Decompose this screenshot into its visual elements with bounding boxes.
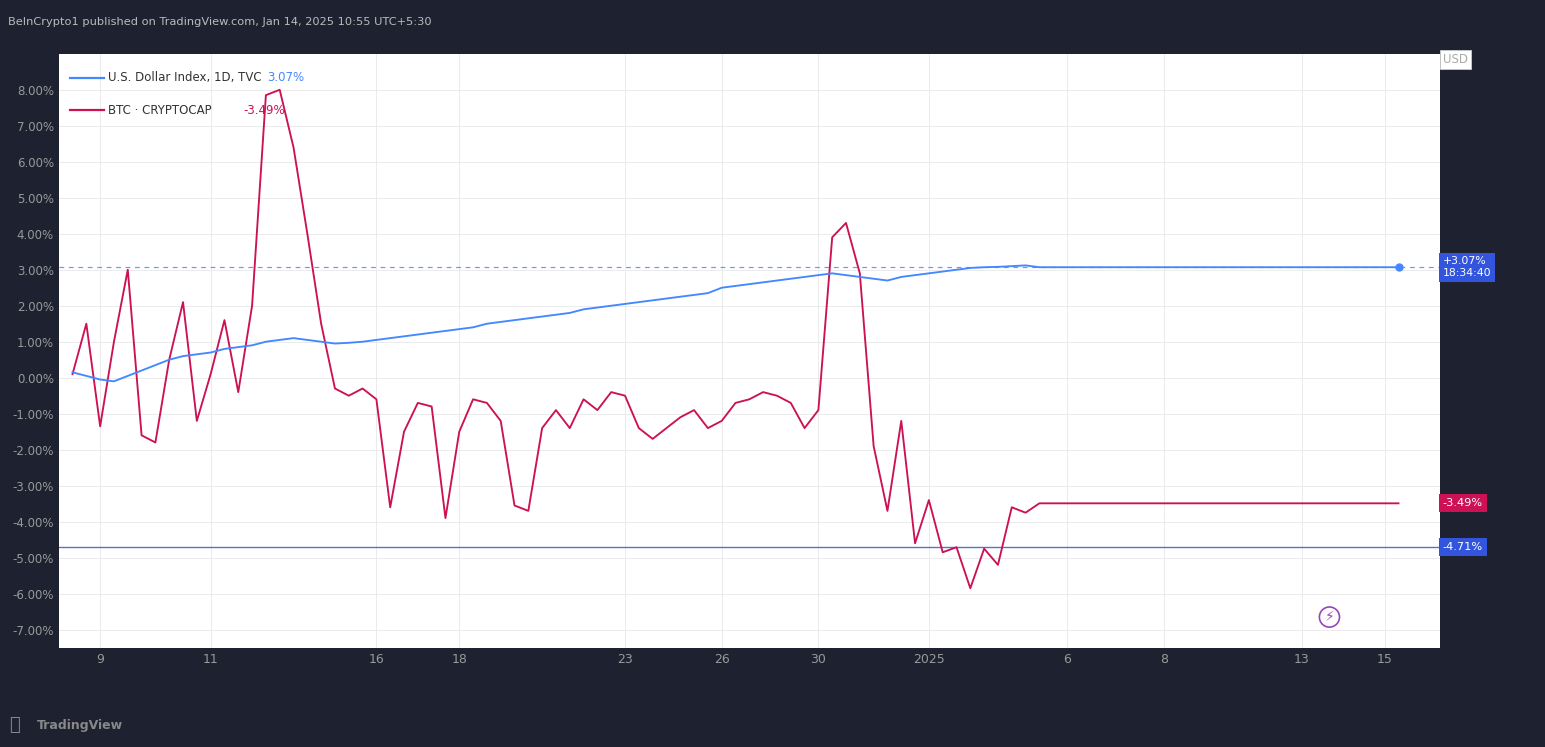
Text: U.S. Dollar Index, 1D, TVC: U.S. Dollar Index, 1D, TVC	[108, 71, 269, 84]
Text: +3.07%
18:34:40: +3.07% 18:34:40	[1443, 256, 1491, 278]
Text: -3.49%: -3.49%	[1443, 498, 1483, 508]
Text: TradingView: TradingView	[37, 719, 124, 732]
Text: -3.49%: -3.49%	[244, 104, 286, 117]
Text: 3.07%: 3.07%	[267, 71, 304, 84]
Text: USD: USD	[1443, 52, 1468, 66]
Text: -4.71%: -4.71%	[1443, 542, 1483, 552]
Text: ⚡: ⚡	[1324, 610, 1335, 624]
Text: BTC · CRYPTOCAP: BTC · CRYPTOCAP	[108, 104, 219, 117]
Text: BeInCrypto1 published on TradingView.com, Jan 14, 2025 10:55 UTC+5:30: BeInCrypto1 published on TradingView.com…	[8, 17, 431, 27]
Text: Ⓟ: Ⓟ	[9, 716, 20, 734]
